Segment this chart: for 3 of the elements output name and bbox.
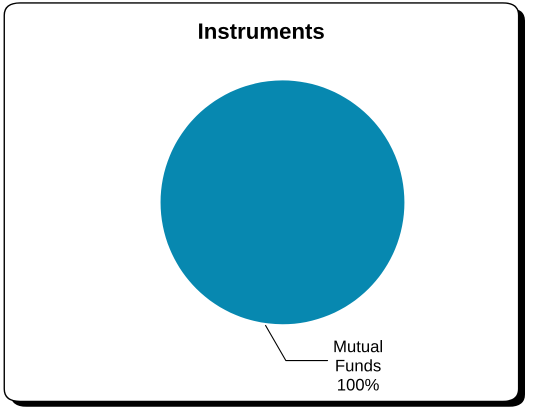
slice-label: Mutual Funds: [334, 340, 382, 372]
data-label: 100%: [338, 378, 379, 391]
chart-title: Instruments: [199, 24, 324, 40]
